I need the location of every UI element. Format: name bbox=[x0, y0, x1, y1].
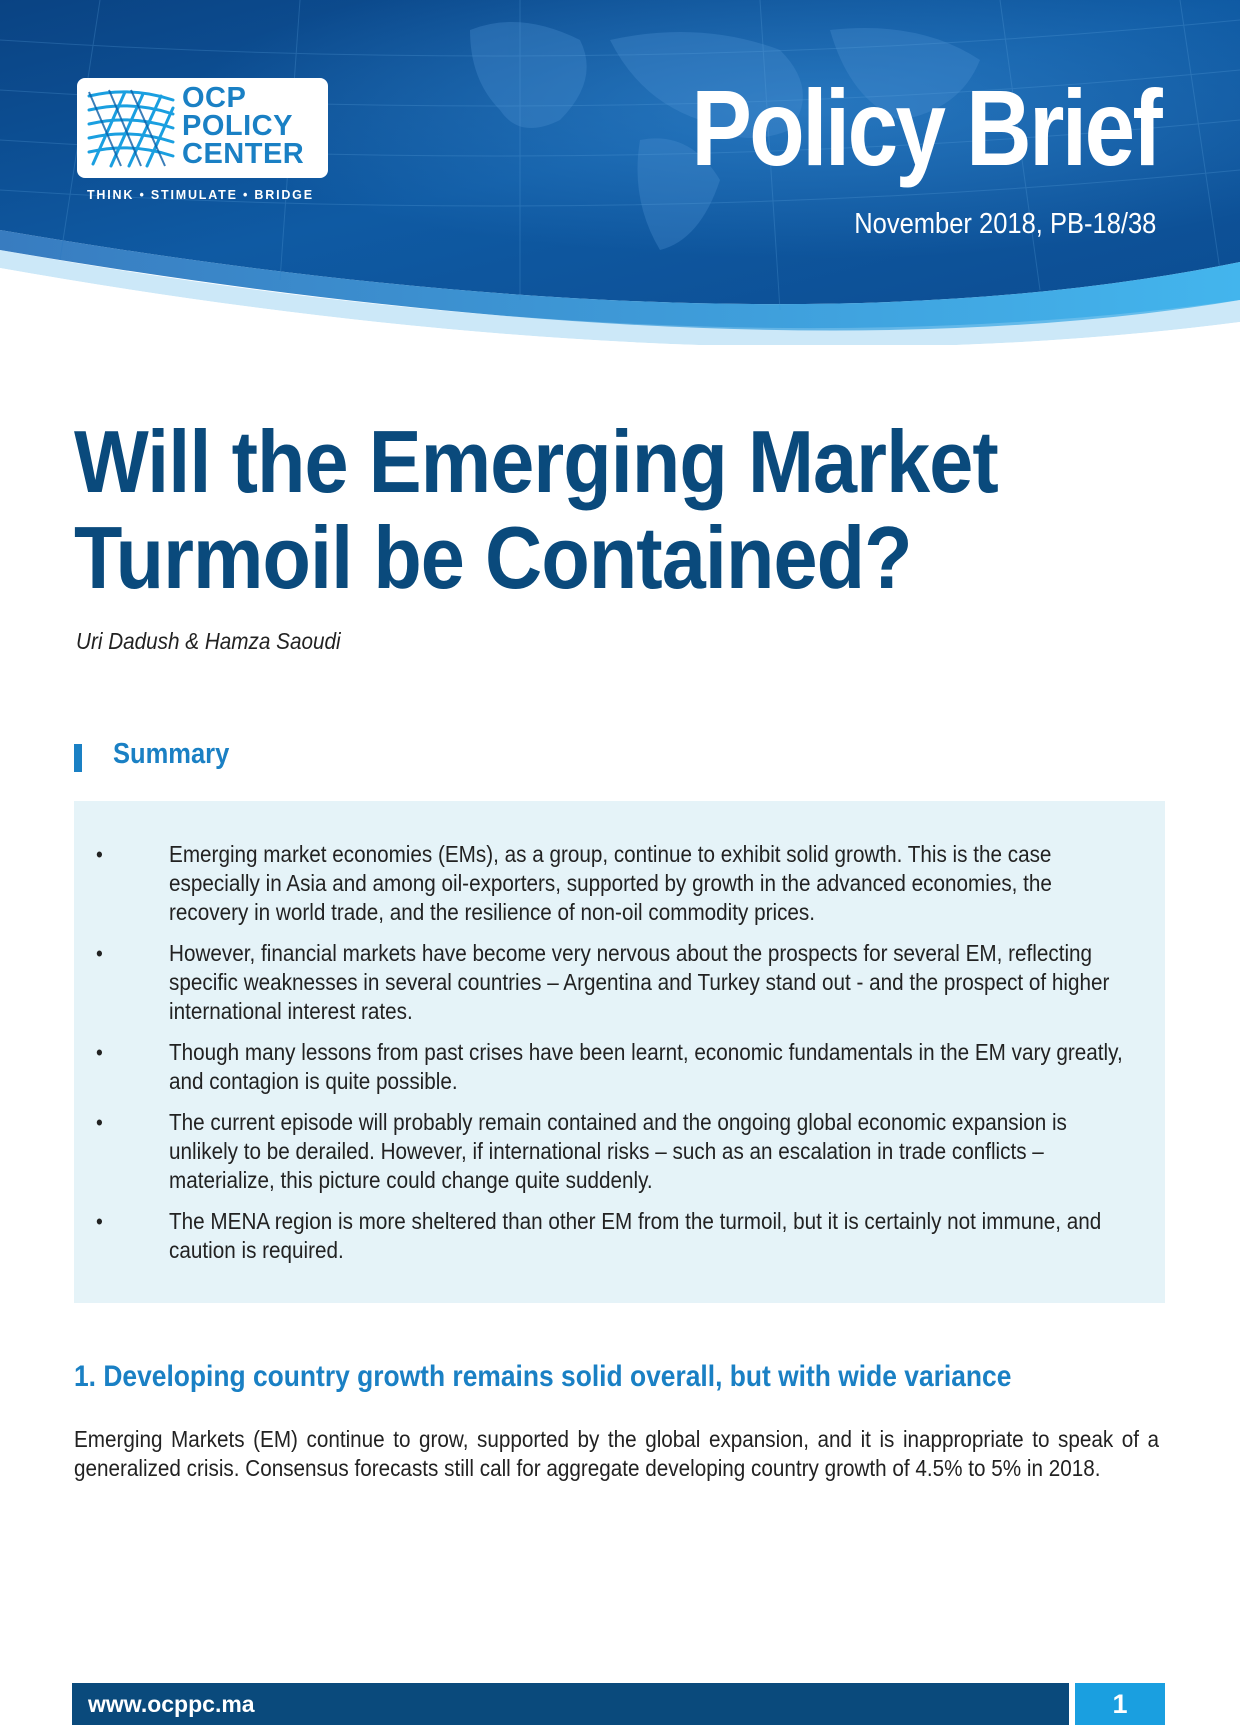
summary-item-text: The current episode will probably remain… bbox=[169, 1109, 1067, 1193]
section-1-paragraph: Emerging Markets (EM) continue to grow, … bbox=[74, 1426, 1160, 1481]
ocp-logo-wordmark: OCP POLICY CENTER bbox=[182, 82, 305, 170]
footer-url-link[interactable]: www.ocppc.ma bbox=[88, 1691, 255, 1717]
brief-date: November 2018, PB-18/38 bbox=[853, 208, 1156, 240]
logo-line-center: CENTER bbox=[182, 138, 305, 170]
summary-heading: Summary bbox=[113, 738, 230, 770]
summary-box bbox=[74, 801, 1165, 1303]
summary-list: • Emerging market economies (EMs), as a … bbox=[96, 840, 1134, 1277]
summary-item: • Though many lessons from past crises h… bbox=[96, 1038, 1134, 1096]
summary-item-text: The MENA region is more sheltered than o… bbox=[169, 1208, 1102, 1263]
summary-item: • However, financial markets have become… bbox=[96, 939, 1134, 1026]
policy-brief-title: Policy Brief bbox=[691, 67, 1162, 188]
bullet-icon: • bbox=[96, 1040, 103, 1065]
header-banner: OCP POLICY CENTER THINK • STIMULATE • BR… bbox=[0, 0, 1240, 345]
bullet-icon: • bbox=[96, 842, 103, 867]
footer-bar: www.ocppc.ma bbox=[72, 1683, 1069, 1725]
bullet-icon: • bbox=[96, 1209, 103, 1234]
summary-marker bbox=[74, 744, 82, 772]
summary-item-text: However, financial markets have become v… bbox=[169, 940, 1110, 1024]
page-number: 1 bbox=[1112, 1689, 1128, 1719]
section-1-heading: 1. Developing country growth remains sol… bbox=[74, 1360, 1012, 1393]
logo-line-policy: POLICY bbox=[182, 110, 293, 142]
document-title-line-2: Turmoil be Contained? bbox=[74, 508, 913, 607]
document-title-line-1: Will the Emerging Market bbox=[74, 412, 999, 511]
summary-item-text: Emerging market economies (EMs), as a gr… bbox=[169, 841, 1052, 925]
bullet-icon: • bbox=[96, 1110, 103, 1135]
page-number-box: 1 bbox=[1075, 1683, 1165, 1725]
ocp-logo-mark-icon bbox=[87, 89, 175, 168]
summary-item: • The current episode will probably rema… bbox=[96, 1108, 1134, 1195]
logo-line-ocp: OCP bbox=[182, 82, 247, 114]
logo-tagline: THINK • STIMULATE • BRIDGE bbox=[87, 188, 314, 202]
summary-item: • Emerging market economies (EMs), as a … bbox=[96, 840, 1134, 927]
authors: Uri Dadush & Hamza Saoudi bbox=[76, 628, 341, 654]
ocp-logo: OCP POLICY CENTER bbox=[77, 78, 328, 178]
document-title: Will the Emerging Market Turmoil be Cont… bbox=[74, 414, 1064, 606]
summary-item: • The MENA region is more sheltered than… bbox=[96, 1207, 1134, 1265]
summary-item-text: Though many lessons from past crises hav… bbox=[169, 1039, 1123, 1094]
banner-background bbox=[0, 0, 1240, 345]
bullet-icon: • bbox=[96, 941, 103, 966]
